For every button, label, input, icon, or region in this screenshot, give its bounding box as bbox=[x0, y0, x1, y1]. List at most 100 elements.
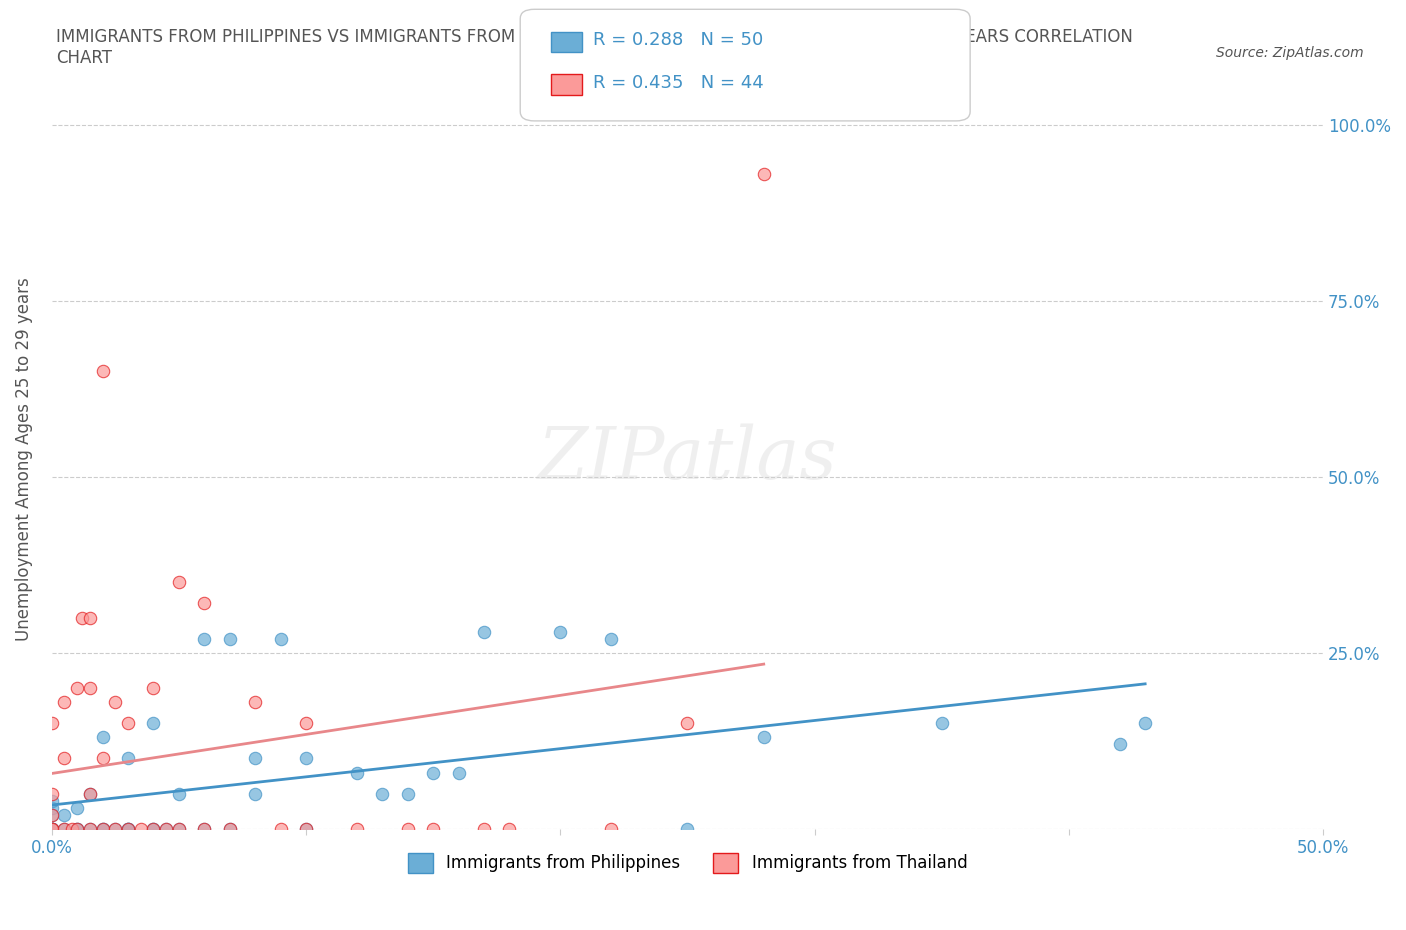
Point bbox=[472, 821, 495, 836]
Point bbox=[41, 793, 63, 808]
Point bbox=[41, 807, 63, 822]
Point bbox=[1133, 716, 1156, 731]
Point bbox=[91, 821, 114, 836]
Point bbox=[117, 751, 139, 766]
Point bbox=[752, 730, 775, 745]
Point bbox=[218, 821, 240, 836]
Point bbox=[155, 821, 177, 836]
Point bbox=[295, 821, 318, 836]
Point bbox=[243, 751, 266, 766]
Point bbox=[167, 575, 190, 590]
Point bbox=[600, 631, 623, 646]
Text: IMMIGRANTS FROM PHILIPPINES VS IMMIGRANTS FROM THAILAND UNEMPLOYMENT AMONG AGES : IMMIGRANTS FROM PHILIPPINES VS IMMIGRANT… bbox=[56, 28, 1133, 67]
Point bbox=[422, 765, 444, 780]
Point bbox=[142, 681, 165, 696]
Point bbox=[142, 716, 165, 731]
Point bbox=[53, 821, 76, 836]
Point bbox=[41, 821, 63, 836]
Point bbox=[117, 821, 139, 836]
Point bbox=[79, 821, 101, 836]
Point bbox=[41, 801, 63, 816]
Point bbox=[53, 751, 76, 766]
Point bbox=[346, 765, 368, 780]
Point bbox=[676, 821, 699, 836]
Point bbox=[243, 695, 266, 710]
Point bbox=[79, 610, 101, 625]
Point bbox=[41, 821, 63, 836]
Point bbox=[53, 695, 76, 710]
Point bbox=[193, 631, 215, 646]
Point bbox=[104, 821, 127, 836]
Point bbox=[371, 786, 394, 801]
Point bbox=[91, 821, 114, 836]
Point bbox=[66, 821, 89, 836]
Point bbox=[41, 821, 63, 836]
Point bbox=[270, 821, 292, 836]
Point bbox=[295, 821, 318, 836]
Point bbox=[117, 821, 139, 836]
Point bbox=[472, 624, 495, 639]
Point bbox=[270, 631, 292, 646]
Point bbox=[79, 821, 101, 836]
Point bbox=[752, 166, 775, 181]
Point bbox=[41, 786, 63, 801]
Point bbox=[295, 716, 318, 731]
Point bbox=[193, 821, 215, 836]
Point bbox=[79, 681, 101, 696]
Point bbox=[66, 801, 89, 816]
Point bbox=[53, 807, 76, 822]
Point bbox=[66, 821, 89, 836]
Text: R = 0.435   N = 44: R = 0.435 N = 44 bbox=[593, 73, 763, 92]
Point bbox=[53, 821, 76, 836]
Y-axis label: Unemployment Among Ages 25 to 29 years: Unemployment Among Ages 25 to 29 years bbox=[15, 277, 32, 641]
Point bbox=[295, 751, 318, 766]
Point bbox=[72, 610, 94, 625]
Point bbox=[142, 821, 165, 836]
Point bbox=[422, 821, 444, 836]
Point bbox=[447, 765, 470, 780]
Point bbox=[193, 596, 215, 611]
Point bbox=[129, 821, 152, 836]
Point bbox=[91, 751, 114, 766]
Point bbox=[396, 821, 419, 836]
Point bbox=[104, 821, 127, 836]
Text: ZIPatlas: ZIPatlas bbox=[537, 424, 837, 495]
Point bbox=[218, 631, 240, 646]
Point bbox=[142, 821, 165, 836]
Point bbox=[550, 624, 572, 639]
Point bbox=[218, 821, 240, 836]
Point bbox=[1108, 737, 1130, 751]
Point bbox=[155, 821, 177, 836]
Point bbox=[41, 821, 63, 836]
Point bbox=[41, 821, 63, 836]
Text: R = 0.288   N = 50: R = 0.288 N = 50 bbox=[593, 31, 763, 49]
Point bbox=[600, 821, 623, 836]
Point bbox=[91, 364, 114, 379]
Legend: Immigrants from Philippines, Immigrants from Thailand: Immigrants from Philippines, Immigrants … bbox=[401, 846, 974, 880]
Point bbox=[931, 716, 953, 731]
Point bbox=[676, 716, 699, 731]
Point bbox=[167, 821, 190, 836]
Point bbox=[167, 821, 190, 836]
Point bbox=[79, 786, 101, 801]
Point bbox=[41, 821, 63, 836]
Point bbox=[66, 681, 89, 696]
Point bbox=[91, 730, 114, 745]
Point bbox=[60, 821, 83, 836]
Point bbox=[91, 821, 114, 836]
Point bbox=[396, 786, 419, 801]
Point bbox=[346, 821, 368, 836]
Point bbox=[498, 821, 520, 836]
Point bbox=[193, 821, 215, 836]
Point bbox=[142, 821, 165, 836]
Point bbox=[117, 821, 139, 836]
Point bbox=[243, 786, 266, 801]
Point bbox=[117, 821, 139, 836]
Point bbox=[66, 821, 89, 836]
Point bbox=[41, 807, 63, 822]
Point bbox=[167, 786, 190, 801]
Point bbox=[79, 786, 101, 801]
Point bbox=[41, 716, 63, 731]
Point bbox=[117, 716, 139, 731]
Text: Source: ZipAtlas.com: Source: ZipAtlas.com bbox=[1216, 46, 1364, 60]
